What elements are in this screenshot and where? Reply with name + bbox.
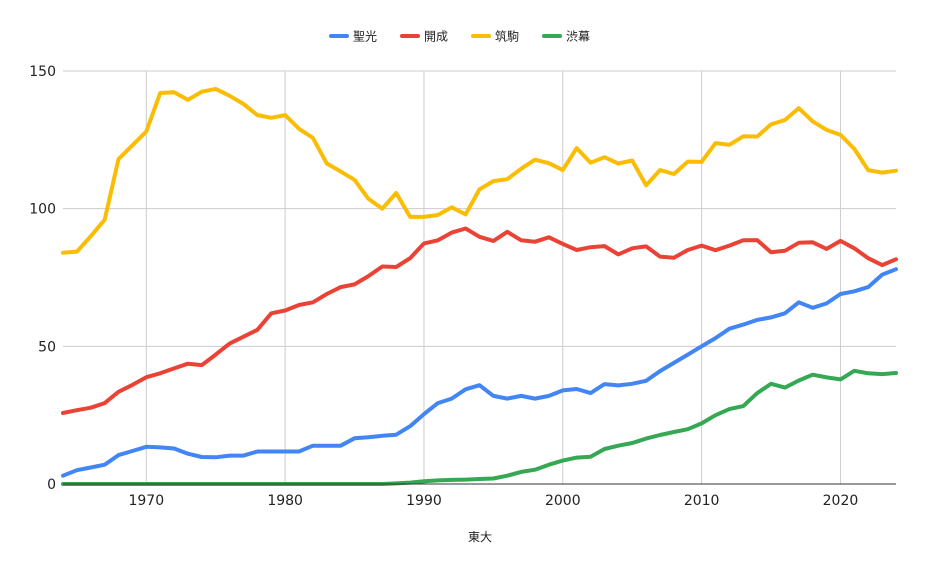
x-tick-label: 1980 [267, 493, 303, 509]
x-tick-label: 2010 [684, 493, 720, 509]
legend: 聖光 開成 筑駒 渋幕 [329, 29, 590, 44]
series-line-0 [61, 267, 898, 478]
legend-label: 開成 [424, 30, 448, 44]
y-tick-label: 100 [29, 202, 56, 218]
legend-label: 渋幕 [566, 30, 590, 44]
x-tick-label: 2020 [823, 493, 859, 509]
y-tick-label: 0 [47, 477, 56, 493]
legend-label: 聖光 [353, 30, 377, 44]
y-tick-label: 50 [38, 339, 56, 355]
x-axis-ticks: 1970 1980 1990 2000 2010 2020 [128, 493, 858, 509]
legend-item: 聖光 [329, 30, 377, 44]
legend-label: 筑駒 [495, 29, 519, 44]
y-axis-ticks: 0 50 100 150 [29, 64, 56, 493]
y-tick-label: 150 [29, 64, 56, 80]
series-line-2 [61, 86, 898, 255]
series-line-1 [61, 226, 898, 415]
x-axis-label: 東大 [468, 530, 492, 544]
x-tick-label: 1970 [128, 493, 164, 509]
gridlines [63, 70, 896, 484]
x-tick-label: 1990 [406, 493, 442, 509]
legend-item: 渋幕 [542, 30, 590, 44]
legend-item: 開成 [400, 30, 448, 44]
legend-item: 筑駒 [471, 29, 519, 44]
x-tick-label: 2000 [545, 493, 581, 509]
